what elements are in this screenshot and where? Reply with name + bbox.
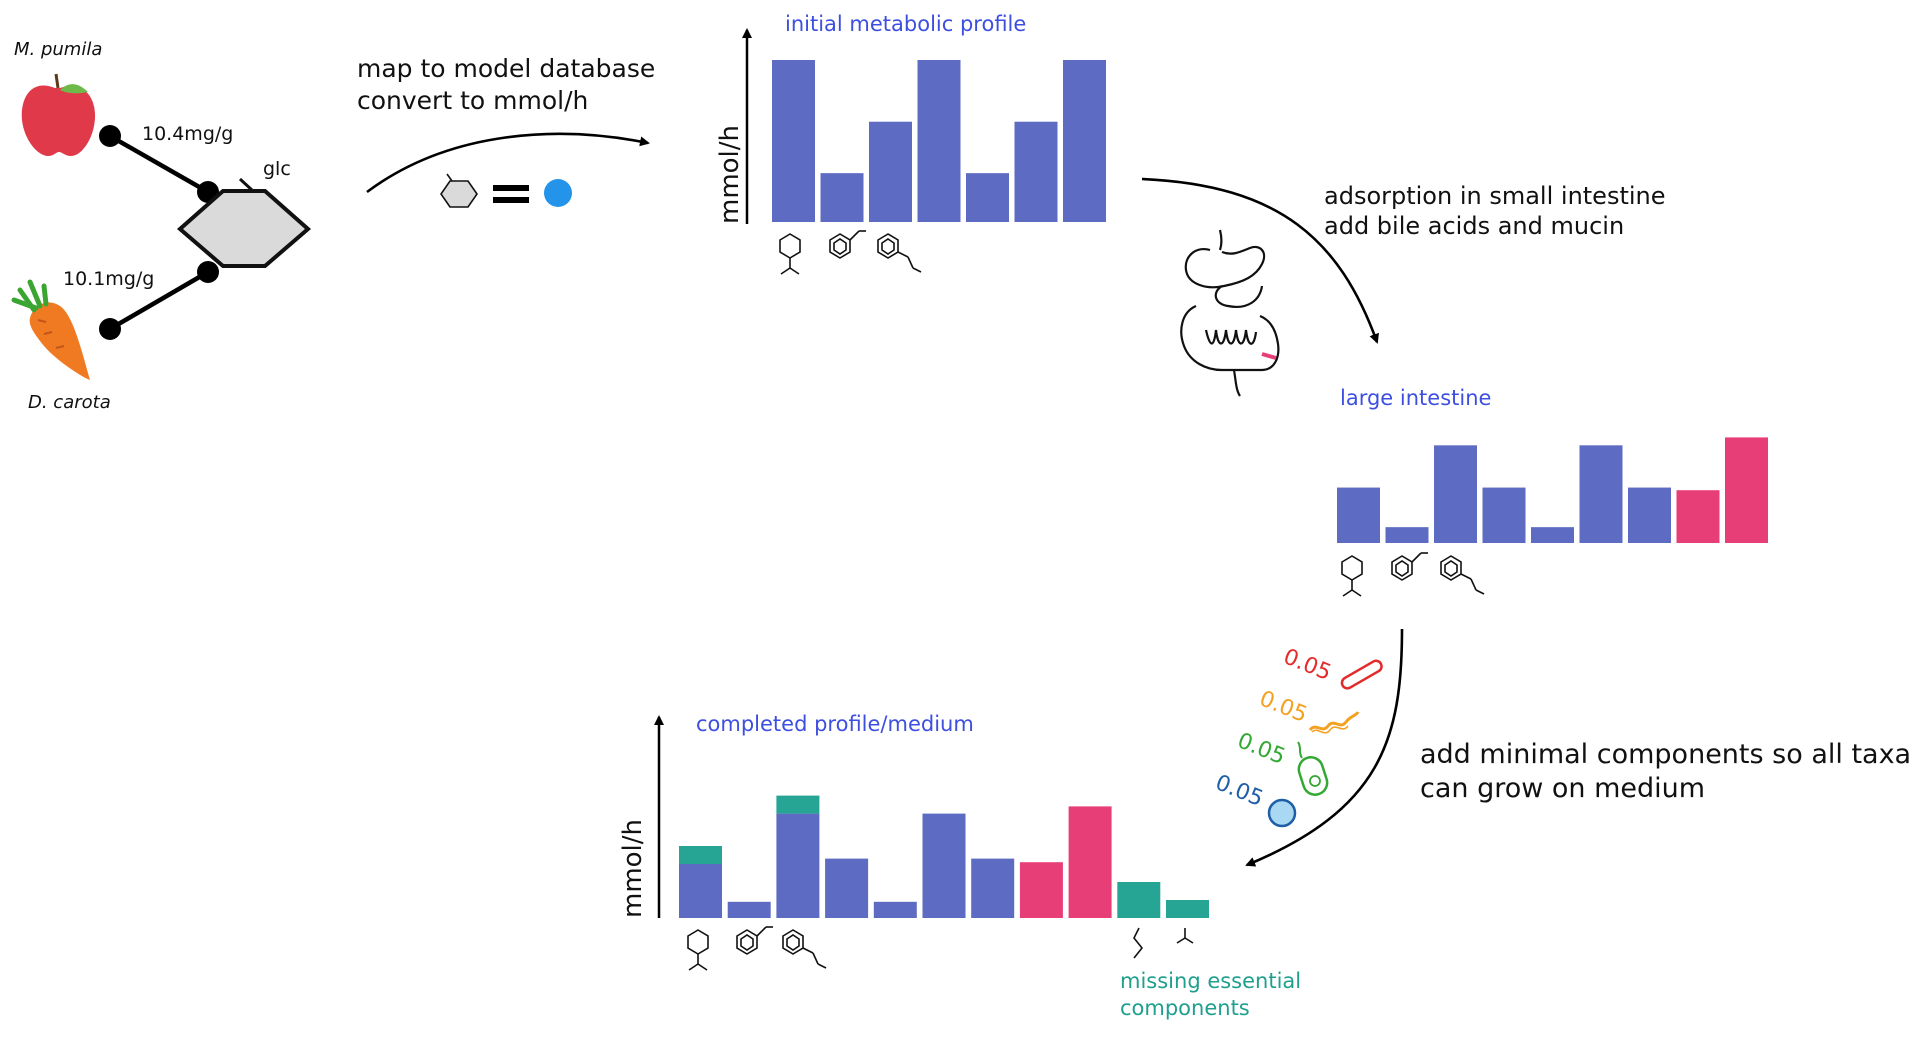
propylbenzene-molecule-icon — [782, 929, 827, 969]
carrot-icon — [11, 279, 91, 380]
chart3-molecule-icons — [687, 926, 1194, 971]
connector-carrot — [99, 261, 219, 340]
bacteria-icons — [1267, 659, 1383, 828]
completed-profile-chart: mmol/h completed profile/medium — [618, 712, 1301, 1020]
map-step-line1: map to model database — [357, 54, 655, 83]
bar-9 — [1725, 437, 1768, 543]
minimal-components-arrow — [1245, 628, 1404, 867]
propylbenzene-molecule-icon — [877, 233, 922, 273]
carrot-label: D. carota — [28, 392, 111, 413]
chart1-bars — [772, 60, 1106, 222]
flagellated-bacterium-icon — [1297, 741, 1329, 796]
ethylbenzene-molecule-icon — [1391, 552, 1428, 581]
missing-components-line1: missing essential — [1120, 969, 1301, 993]
bar-7-series-1 — [971, 858, 1015, 918]
map-step-line2: convert to mmol/h — [357, 86, 588, 115]
glucose-hexagon-icon — [176, 177, 312, 268]
bar-2 — [820, 173, 864, 222]
map-arrow — [366, 132, 650, 194]
bar-3-series-2 — [776, 795, 820, 814]
chart3-title: completed profile/medium — [696, 712, 974, 736]
bar-3 — [1434, 445, 1477, 543]
propylbenzene-molecule-icon — [1440, 555, 1485, 595]
missing-components-line2: components — [1120, 996, 1250, 1020]
chain-molecule-icon — [1133, 927, 1144, 959]
bar-4 — [917, 60, 961, 222]
bar-6 — [1014, 121, 1058, 222]
bar-8-series-1 — [1019, 862, 1063, 918]
apple-label: M. pumila — [14, 39, 102, 60]
apple-amount: 10.4mg/g — [142, 123, 233, 145]
chart2-title: large intestine — [1340, 386, 1491, 410]
bar-6-series-1 — [922, 813, 966, 918]
bar-2 — [1385, 527, 1429, 543]
taxon3-abundance: 0.05 — [1234, 728, 1289, 770]
large-intestine-chart: large intestine — [1337, 386, 1768, 597]
chart1-molecule-icons — [779, 230, 922, 275]
minimal-line2: can grow on medium — [1420, 773, 1705, 804]
equivalence-icon — [440, 173, 572, 208]
bar-5 — [1531, 527, 1574, 543]
bar-3 — [869, 121, 912, 222]
rod-bacterium-icon — [1340, 659, 1383, 690]
toluene-molecule-icon — [1341, 555, 1363, 597]
bar-1-series-1 — [679, 864, 722, 918]
bar-6 — [1579, 445, 1623, 543]
minimal-line1: add minimal components so all taxa — [1420, 739, 1911, 770]
carrot-amount: 10.1mg/g — [63, 268, 154, 290]
intestine-icon — [1180, 229, 1280, 397]
initial-profile-chart: mmol/h initial metabolic profile — [715, 12, 1106, 275]
toluene-molecule-icon — [779, 233, 801, 275]
bar-4 — [1482, 487, 1526, 543]
spiral-bacterium-icon — [1308, 711, 1360, 734]
chart1-title: initial metabolic profile — [785, 12, 1026, 36]
taxon1-abundance: 0.05 — [1280, 644, 1335, 686]
chart2-molecule-icons — [1341, 552, 1485, 597]
bar-8 — [1676, 490, 1720, 543]
adsorption-line1: adsorption in small intestine — [1324, 182, 1666, 210]
ethylbenzene-molecule-icon — [829, 230, 866, 259]
bar-10-series-2 — [1117, 882, 1161, 918]
adsorption-line2: add bile acids and mucin — [1324, 212, 1624, 240]
bar-11-series-2 — [1166, 900, 1209, 918]
bar-2-series-1 — [727, 901, 771, 918]
bar-1-series-2 — [679, 846, 722, 864]
bar-4-series-1 — [825, 858, 869, 918]
ethylbenzene-molecule-icon — [736, 926, 773, 955]
bar-1 — [1337, 487, 1380, 543]
bar-5 — [966, 173, 1009, 222]
adsorption-arrow — [1141, 177, 1379, 344]
bar-1 — [772, 60, 815, 222]
bar-5-series-1 — [873, 901, 917, 918]
taxon4-abundance: 0.05 — [1212, 770, 1267, 812]
chart1-ylabel: mmol/h — [715, 125, 745, 224]
compound-label: glc — [263, 158, 291, 180]
bar-7 — [1628, 487, 1671, 543]
coccus-bacterium-icon — [1267, 798, 1297, 828]
chart3-ylabel: mmol/h — [618, 819, 648, 918]
chart3-bars — [679, 795, 1209, 918]
chart2-bars — [1337, 437, 1768, 543]
taxon2-abundance: 0.05 — [1256, 686, 1311, 728]
branched-molecule-icon — [1176, 928, 1194, 944]
bar-9-series-1 — [1068, 806, 1112, 918]
bar-7 — [1063, 60, 1106, 222]
bar-3-series-1 — [776, 813, 820, 918]
apple-icon — [21, 73, 96, 156]
toluene-molecule-icon — [687, 929, 709, 971]
